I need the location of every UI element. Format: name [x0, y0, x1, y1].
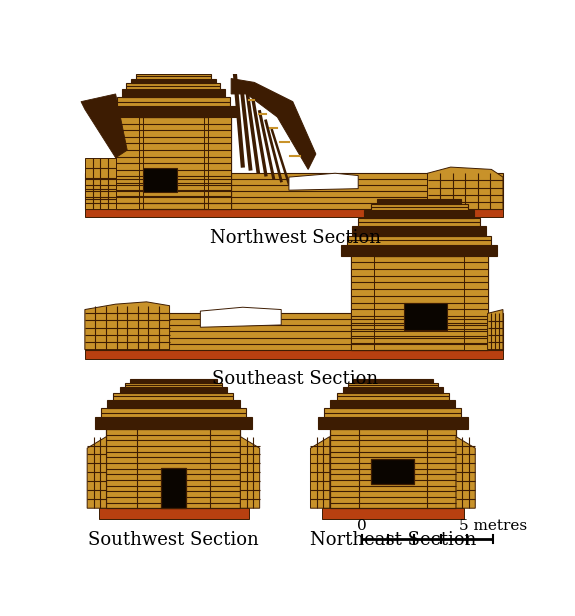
- Polygon shape: [351, 256, 374, 349]
- Polygon shape: [488, 309, 503, 349]
- Polygon shape: [365, 210, 474, 218]
- Polygon shape: [456, 437, 476, 508]
- Polygon shape: [310, 437, 329, 508]
- Bar: [85, 208, 503, 217]
- Polygon shape: [324, 408, 461, 418]
- Polygon shape: [117, 97, 229, 106]
- Polygon shape: [231, 78, 316, 169]
- Polygon shape: [113, 393, 233, 400]
- Polygon shape: [116, 117, 231, 209]
- Polygon shape: [107, 400, 240, 408]
- Polygon shape: [87, 437, 106, 508]
- Polygon shape: [116, 117, 139, 209]
- Bar: [322, 508, 465, 519]
- Text: Northeast Section: Northeast Section: [310, 531, 476, 549]
- Polygon shape: [106, 429, 240, 508]
- Text: 5 metres: 5 metres: [459, 519, 527, 533]
- Text: Northwest Section: Northwest Section: [209, 229, 381, 246]
- Polygon shape: [348, 383, 438, 387]
- Polygon shape: [352, 226, 486, 235]
- Text: Southwest Section: Southwest Section: [88, 531, 259, 549]
- Polygon shape: [329, 429, 456, 508]
- Polygon shape: [208, 117, 231, 209]
- Polygon shape: [342, 245, 497, 256]
- Polygon shape: [331, 400, 455, 408]
- Polygon shape: [343, 387, 443, 393]
- Polygon shape: [95, 418, 252, 429]
- Bar: [99, 508, 249, 519]
- Polygon shape: [336, 393, 449, 400]
- Polygon shape: [85, 314, 503, 349]
- Polygon shape: [240, 437, 260, 508]
- Bar: [143, 168, 177, 192]
- Polygon shape: [85, 158, 116, 209]
- Polygon shape: [101, 408, 246, 418]
- Polygon shape: [289, 173, 358, 190]
- Polygon shape: [377, 200, 461, 204]
- Polygon shape: [85, 302, 170, 349]
- Text: 0: 0: [357, 519, 367, 533]
- Polygon shape: [122, 89, 225, 97]
- Polygon shape: [120, 387, 227, 393]
- Polygon shape: [465, 256, 488, 349]
- Polygon shape: [81, 94, 127, 158]
- Bar: [161, 468, 186, 508]
- Polygon shape: [358, 218, 480, 226]
- Polygon shape: [200, 307, 281, 327]
- Polygon shape: [136, 74, 211, 78]
- Polygon shape: [347, 235, 492, 245]
- Text: Southeast Section: Southeast Section: [212, 370, 378, 387]
- Polygon shape: [353, 379, 433, 383]
- Polygon shape: [318, 418, 467, 429]
- Polygon shape: [85, 173, 503, 209]
- Polygon shape: [428, 167, 503, 209]
- Bar: [404, 303, 447, 330]
- Polygon shape: [125, 383, 222, 387]
- Bar: [85, 349, 503, 359]
- Polygon shape: [131, 78, 216, 83]
- Polygon shape: [109, 106, 237, 117]
- Polygon shape: [370, 204, 467, 210]
- Polygon shape: [126, 83, 220, 89]
- Polygon shape: [129, 379, 217, 383]
- Polygon shape: [351, 256, 488, 349]
- Bar: [371, 459, 413, 484]
